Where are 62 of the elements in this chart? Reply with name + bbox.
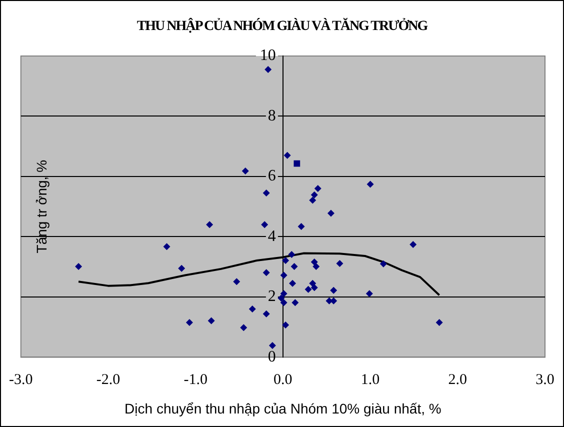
point [290,263,298,270]
point [309,280,316,287]
point [262,269,270,276]
point [366,180,374,188]
point [280,272,288,279]
point [294,160,300,167]
y-tick-label: 4 [268,228,276,245]
point [262,310,270,318]
point [304,286,312,293]
point [280,299,288,306]
point [289,280,296,287]
point [262,190,270,197]
point [310,258,318,266]
point [336,260,344,268]
point [380,260,387,268]
point [282,321,290,328]
point [327,210,334,217]
x-tick-label: 3.0 [536,372,554,388]
x-tick-label: -1.0 [184,372,208,388]
point [206,221,214,228]
point [248,306,256,313]
point [310,284,318,292]
point [330,286,338,294]
point [163,243,170,250]
point [240,324,248,332]
point [261,221,268,228]
point [264,66,272,74]
x-tick-label: 2.0 [448,372,468,388]
point [366,290,373,298]
point [314,185,322,192]
y-tick-label: 6 [268,168,276,185]
point [288,250,296,258]
point [410,241,417,248]
y-tick-label: 2 [268,288,276,306]
x-axis-title: Dịch chuyển thu nhập của Nhóm 10% giàu nhất, % [124,400,442,416]
point [312,263,320,270]
point [242,168,249,175]
x-tick-label: 0.0 [274,372,292,388]
y-tick-label: 0 [268,348,276,366]
point [309,196,316,204]
point [268,342,276,349]
y-tick-label: 10 [260,47,276,64]
point [282,257,290,264]
point [208,317,215,324]
point [330,297,338,304]
chart-title: THU NHẬP CỦA NHÓM GIÀU VÀ TĂNG TRƯỞNG [136,19,429,35]
point [310,191,318,198]
point [292,299,299,306]
point [233,278,240,286]
point [284,152,291,159]
point [278,294,285,302]
point [186,319,193,326]
point [75,263,82,270]
x-tick-label: -2.0 [96,372,120,388]
point [280,290,288,298]
x-tick-label: -3.0 [9,372,33,388]
point [178,264,186,272]
point [436,319,443,326]
point [298,222,305,230]
x-tick-label: 1.0 [360,372,380,388]
y-tick-label: 8 [268,107,276,124]
y-axis-title: Tăng tr ởng, % [34,160,50,254]
